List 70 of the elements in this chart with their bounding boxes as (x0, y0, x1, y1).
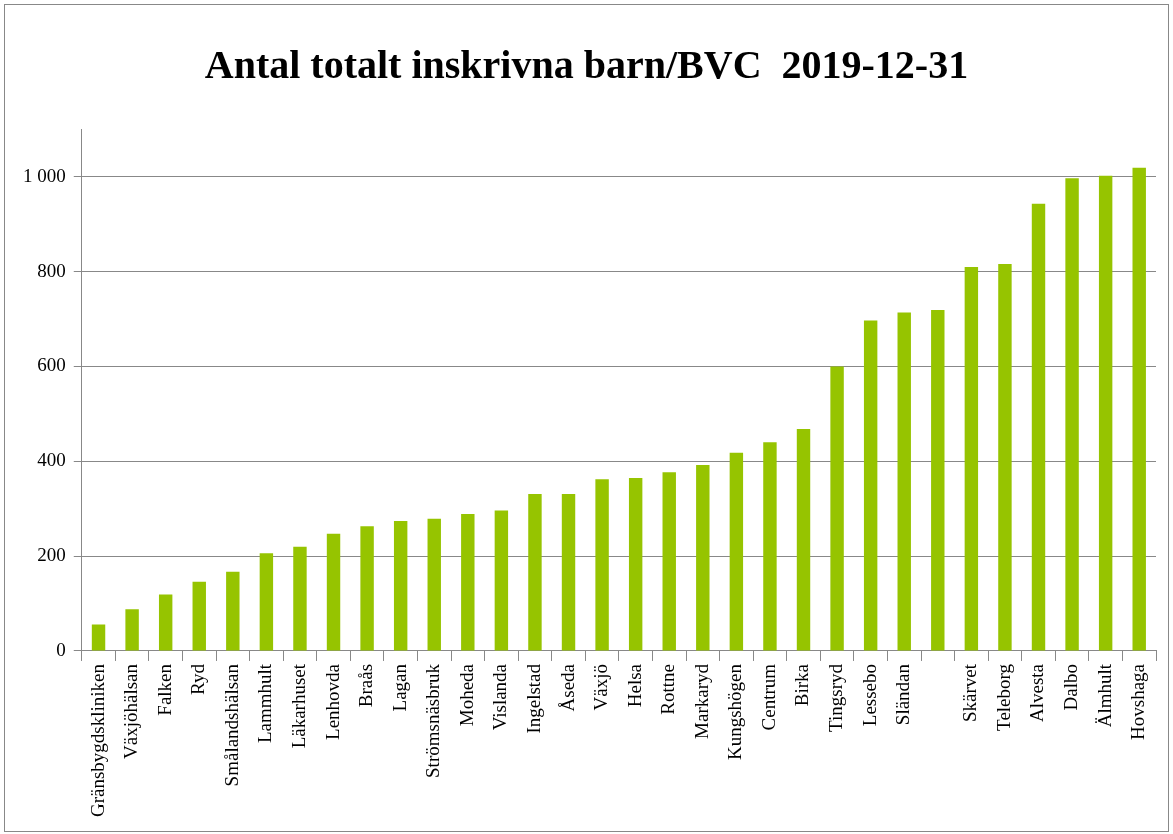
x-tick-label: Växjö (590, 663, 612, 711)
bar (91, 624, 106, 651)
bar (1031, 203, 1046, 651)
x-tick-label: Växjöhälsan (120, 663, 142, 759)
x-tick-label: Teleborg (992, 663, 1014, 731)
x-tick-label: Markaryd (690, 663, 712, 739)
bar (729, 452, 744, 651)
bar (528, 494, 542, 651)
bar (662, 472, 676, 651)
bar (293, 546, 307, 651)
x-tick-label: Ingelstad (522, 663, 544, 734)
x-tick-label: Strömsnäsbruk (422, 663, 444, 778)
x-tick-label: Tingsryd (825, 663, 847, 732)
bar (561, 494, 576, 651)
bar (998, 264, 1012, 651)
bar (259, 553, 274, 651)
chart-title: Antal totalt inskrivna barn/BVC 2019-12-31 (203, 41, 970, 88)
y-tick-label: 600 (37, 354, 66, 376)
x-tick-label: Alvesta (1026, 663, 1048, 723)
y-tick-label: 1 000 (23, 164, 66, 186)
x-tick-label: Lenhovda (321, 663, 343, 740)
x-tick-label: Lessebo (858, 663, 880, 727)
bar (427, 518, 441, 651)
x-tick-label: Sländan (892, 663, 914, 726)
bar (964, 266, 979, 651)
x-tick-label: Läkarhuset (287, 663, 309, 749)
x-tick-label: Helsa (623, 663, 645, 708)
bar (326, 533, 341, 651)
x-tick-label: Älmhult (1093, 663, 1115, 728)
bar (393, 521, 408, 651)
y-tick-label: 800 (37, 259, 66, 281)
x-tick-label: Åseda (556, 663, 578, 712)
x-tick-label: Vislanda (489, 663, 511, 731)
x-tick-label: Dalbo (1060, 663, 1082, 711)
bar (360, 526, 374, 651)
x-tick-label: Gränsbygdskliniken (86, 663, 108, 818)
bar (192, 581, 206, 651)
bar (863, 320, 878, 651)
x-tick-label: Rottne (657, 663, 679, 715)
x-tick-label: Centrum (757, 663, 779, 731)
bar (1098, 175, 1113, 651)
bar (158, 594, 173, 651)
y-tick-label: 0 (56, 638, 66, 660)
bar (461, 513, 475, 651)
bar (1132, 167, 1146, 651)
y-tick-label: 400 (37, 449, 66, 471)
bar (226, 571, 240, 651)
bar (696, 465, 710, 651)
y-tick-label: 200 (37, 544, 66, 566)
x-tick-label: Birka (791, 663, 813, 707)
bar (628, 477, 643, 651)
x-tick-label: Braås (355, 663, 377, 708)
bar (897, 312, 911, 651)
x-tick-label: Smålandshälsan (220, 663, 242, 787)
x-tick-label: Lagan (388, 663, 410, 712)
x-tick-label: Kungshögen (724, 663, 746, 761)
bar (125, 609, 139, 651)
bar (494, 510, 509, 651)
bar (931, 310, 945, 651)
x-tick-label: Lammhult (254, 663, 276, 744)
x-tick-label: Skärvet (959, 663, 981, 723)
x-tick-label: Falken (153, 663, 175, 716)
x-tick-label: Hovshaga (1127, 663, 1149, 740)
bar (796, 429, 811, 651)
x-tick-label: Moheda (455, 663, 477, 727)
x-tick-label: Ryd (187, 663, 209, 695)
bar (595, 479, 609, 651)
bar (830, 366, 844, 651)
bar (763, 442, 777, 651)
bar (1065, 178, 1079, 651)
